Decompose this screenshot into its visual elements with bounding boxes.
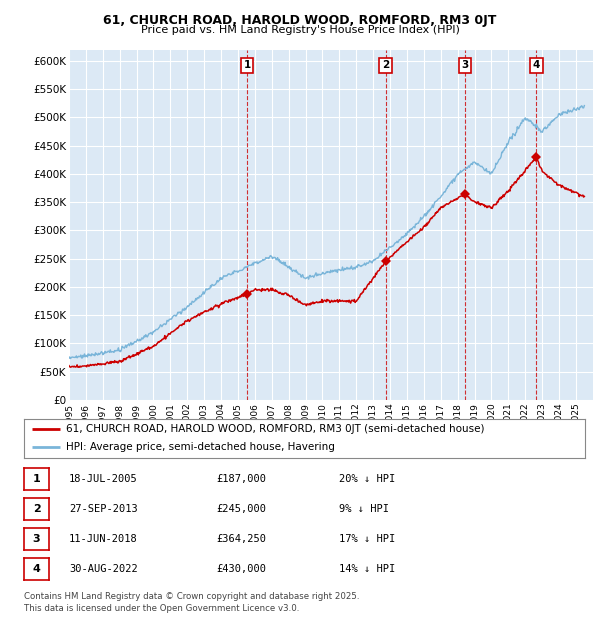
Text: 4: 4 <box>32 564 41 574</box>
Text: 20% ↓ HPI: 20% ↓ HPI <box>339 474 395 484</box>
Text: HPI: Average price, semi-detached house, Havering: HPI: Average price, semi-detached house,… <box>66 442 335 452</box>
Text: £364,250: £364,250 <box>216 534 266 544</box>
Text: £245,000: £245,000 <box>216 504 266 514</box>
Text: Contains HM Land Registry data © Crown copyright and database right 2025.: Contains HM Land Registry data © Crown c… <box>24 592 359 601</box>
Text: 2: 2 <box>382 60 389 70</box>
Text: 17% ↓ HPI: 17% ↓ HPI <box>339 534 395 544</box>
Text: 61, CHURCH ROAD, HAROLD WOOD, ROMFORD, RM3 0JT: 61, CHURCH ROAD, HAROLD WOOD, ROMFORD, R… <box>103 14 497 27</box>
Text: 3: 3 <box>33 534 40 544</box>
Text: 18-JUL-2005: 18-JUL-2005 <box>69 474 138 484</box>
Text: 61, CHURCH ROAD, HAROLD WOOD, ROMFORD, RM3 0JT (semi-detached house): 61, CHURCH ROAD, HAROLD WOOD, ROMFORD, R… <box>66 424 485 434</box>
Text: This data is licensed under the Open Government Licence v3.0.: This data is licensed under the Open Gov… <box>24 603 299 613</box>
Text: 1: 1 <box>33 474 40 484</box>
Text: 2: 2 <box>33 504 40 514</box>
Text: £430,000: £430,000 <box>216 564 266 574</box>
Text: 11-JUN-2018: 11-JUN-2018 <box>69 534 138 544</box>
Text: 27-SEP-2013: 27-SEP-2013 <box>69 504 138 514</box>
Text: 1: 1 <box>244 60 251 70</box>
Text: 30-AUG-2022: 30-AUG-2022 <box>69 564 138 574</box>
Text: 4: 4 <box>533 60 540 70</box>
Text: 3: 3 <box>461 60 469 70</box>
Text: Price paid vs. HM Land Registry's House Price Index (HPI): Price paid vs. HM Land Registry's House … <box>140 25 460 35</box>
Text: 9% ↓ HPI: 9% ↓ HPI <box>339 504 389 514</box>
Text: 14% ↓ HPI: 14% ↓ HPI <box>339 564 395 574</box>
Text: £187,000: £187,000 <box>216 474 266 484</box>
